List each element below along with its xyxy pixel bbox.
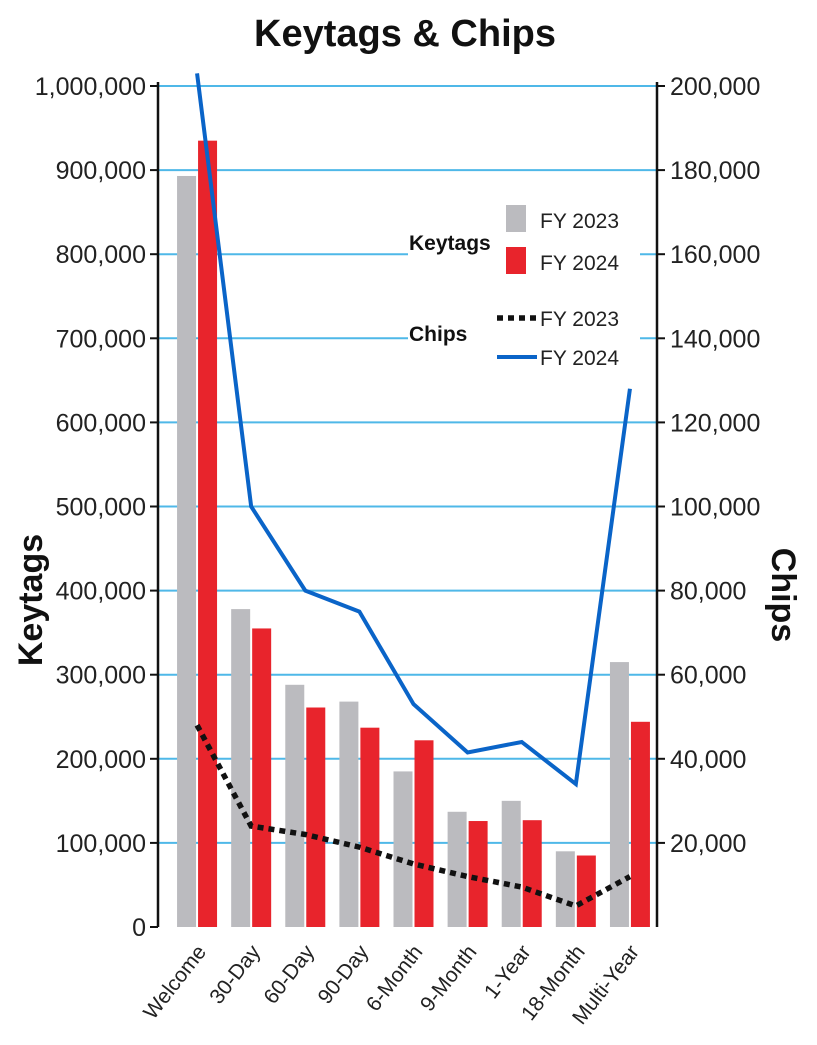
left-tick-label: 0 — [132, 914, 146, 942]
bar-fy2024-4 — [414, 740, 434, 927]
bar-fy2023-0 — [177, 175, 197, 927]
legend-label-keytags-fy2024: FY 2024 — [540, 252, 619, 275]
chip-line-fy2024 — [195, 73, 632, 788]
left-tick-label: 100,000 — [56, 830, 146, 858]
legend: Keytags FY 2023 FY 2024 Chips FY 2023 FY 2024 — [408, 200, 640, 380]
right-tick-label: 60,000 — [670, 662, 746, 690]
right-tick-label: 140,000 — [670, 325, 760, 353]
right-tick-label: 20,000 — [670, 830, 746, 858]
right-tick-label: 180,000 — [670, 157, 760, 185]
category-label-layer: Welcome30-Day60-Day90-Day6-Month9-Month1… — [139, 941, 644, 1029]
legend-keytags-heading: Keytags — [409, 232, 491, 255]
category-label: 60-Day — [259, 941, 319, 1009]
bar-fy2023-5 — [447, 811, 467, 927]
bar-fy2024-3 — [360, 727, 380, 927]
right-tick-label: 100,000 — [670, 494, 760, 522]
legend-label-keytags-fy2023: FY 2023 — [540, 210, 619, 233]
left-tick-label: 900,000 — [56, 157, 146, 185]
bar-fy2023-8 — [609, 662, 629, 927]
bar-fy2023-6 — [501, 800, 521, 927]
left-tick-label: 1,000,000 — [35, 73, 146, 101]
bar-fy2024-1 — [252, 628, 272, 927]
bar-fy2023-4 — [393, 771, 413, 927]
line-layer — [194, 73, 632, 909]
left-tick-label: 500,000 — [56, 494, 146, 522]
bar-layer — [177, 140, 650, 928]
category-label: 1-Year — [480, 941, 536, 1003]
legend-swatch-keytags-fy2023 — [506, 205, 526, 232]
left-tick-label: 400,000 — [56, 578, 146, 606]
tick-layer: 0 100,000 200,000 300,000 400,000 500,000 600,… — [35, 73, 761, 942]
left-tick-label: 700,000 — [56, 325, 146, 353]
chart-title: Keytags & Chips — [254, 13, 556, 55]
category-label: 9-Month — [416, 941, 482, 1016]
legend-label-chips-fy2024: FY 2024 — [540, 347, 619, 370]
chip-line-fy2023 — [194, 723, 632, 909]
category-label: 30-Day — [205, 941, 265, 1009]
bar-fy2024-5 — [468, 821, 488, 927]
right-tick-label: 200,000 — [670, 73, 760, 101]
bar-fy2024-8 — [630, 721, 650, 927]
category-label: 6-Month — [362, 941, 428, 1016]
bar-fy2023-2 — [285, 684, 305, 927]
bar-fy2024-7 — [576, 855, 596, 927]
left-tick-label: 300,000 — [56, 662, 146, 690]
right-axis-label: Chips — [764, 548, 802, 642]
category-label: Welcome — [139, 941, 211, 1024]
bar-fy2024-0 — [198, 140, 218, 928]
bar-fy2023-1 — [231, 609, 251, 927]
legend-swatch-keytags-fy2024 — [506, 247, 526, 274]
legend-label-chips-fy2023: FY 2023 — [540, 308, 619, 331]
right-tick-label: 160,000 — [670, 241, 760, 269]
left-tick-label: 600,000 — [56, 409, 146, 437]
left-tick-label: 200,000 — [56, 746, 146, 774]
bar-fy2023-3 — [339, 701, 359, 927]
left-tick-label: 800,000 — [56, 241, 146, 269]
right-tick-label: 40,000 — [670, 746, 746, 774]
left-axis-label: Keytags — [12, 534, 50, 666]
bar-fy2024-2 — [306, 707, 326, 927]
right-tick-label: 120,000 — [670, 409, 760, 437]
legend-chips-heading: Chips — [409, 323, 467, 346]
right-tick-label: 80,000 — [670, 578, 746, 606]
bar-fy2023-7 — [555, 851, 575, 927]
axis-layer — [156, 82, 659, 927]
bar-fy2024-6 — [522, 820, 542, 927]
